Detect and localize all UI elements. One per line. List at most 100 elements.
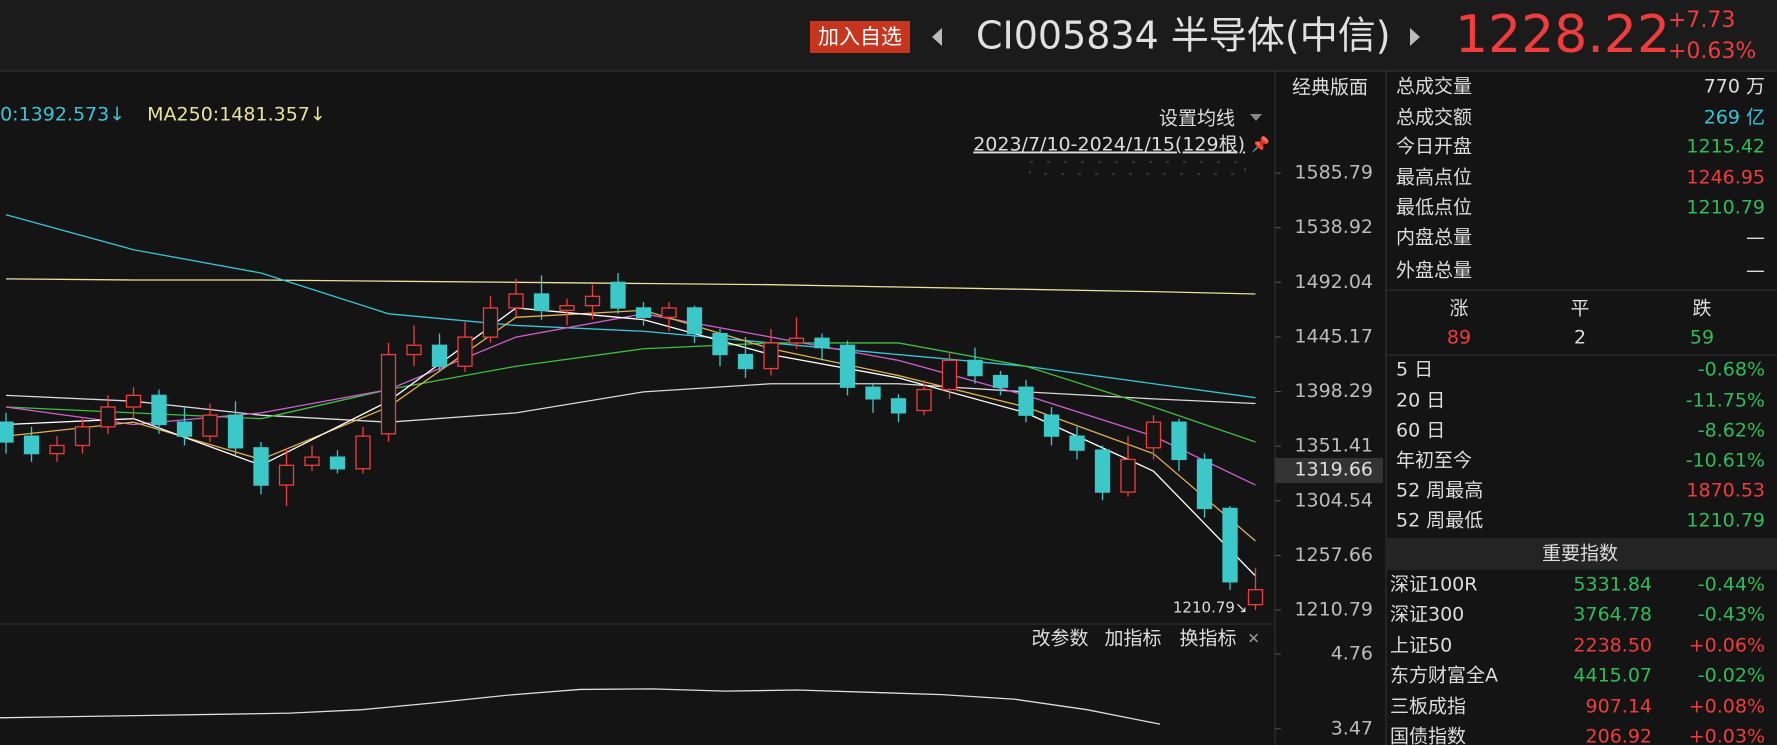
- candle-body: [49, 444, 65, 455]
- candle-body: [737, 353, 754, 370]
- stat-label: 今日开盘: [1396, 136, 1472, 158]
- scroll-marks: [1029, 161, 1246, 175]
- index-name[interactable]: 深证100R: [1390, 574, 1477, 596]
- index-name[interactable]: 三板成指: [1390, 696, 1466, 718]
- candle-body: [839, 344, 856, 388]
- stat-label: 最低点位: [1396, 197, 1472, 219]
- add-button-bg[interactable]: [810, 21, 910, 53]
- candle-body: [1018, 386, 1034, 416]
- candle-body: [967, 359, 983, 377]
- pin-icon[interactable]: 📌: [1251, 135, 1270, 154]
- ma-line: [5, 278, 1256, 295]
- candle-body: [253, 447, 269, 486]
- period-value: 1870.53: [1686, 480, 1765, 502]
- candle-body: [763, 342, 779, 370]
- change-pct: +0.63%: [1668, 39, 1756, 64]
- index-change: -0.43%: [1698, 604, 1765, 626]
- candle-body: [1069, 435, 1085, 451]
- candle-body: [661, 307, 677, 318]
- close-icon[interactable]: ✕: [1247, 630, 1260, 648]
- period-label: 年初至今: [1396, 450, 1472, 472]
- prev-arrow[interactable]: [932, 28, 942, 46]
- period-value: -10.61%: [1686, 450, 1765, 472]
- index-change: -0.02%: [1698, 665, 1765, 687]
- candle-body: [304, 456, 320, 466]
- indicator-button[interactable]: 改参数: [1031, 628, 1088, 650]
- candle-body: [941, 359, 958, 391]
- candle-body: [457, 336, 473, 367]
- index-name[interactable]: 深证300: [1390, 604, 1464, 626]
- period-label: 20 日: [1396, 390, 1445, 412]
- stat-value: 770 万: [1704, 76, 1765, 98]
- ma-legend: 20:1392.573↓: [0, 104, 125, 126]
- index-name[interactable]: 上证50: [1390, 635, 1452, 657]
- index-change: +0.06%: [1689, 635, 1765, 657]
- next-arrow[interactable]: [1410, 28, 1420, 46]
- dropdown-icon[interactable]: [1250, 114, 1262, 121]
- candle-body: [992, 374, 1009, 388]
- index-value: 206.92: [1586, 726, 1652, 745]
- y-tick-label: 1492.04: [1294, 271, 1373, 293]
- ma-line: [5, 313, 1256, 486]
- low-label: 1210.79↘: [1173, 599, 1248, 617]
- candle-body: [865, 386, 881, 400]
- indicator-button[interactable]: 加指标: [1104, 628, 1161, 650]
- stat-label: 最高点位: [1396, 167, 1472, 189]
- candle-body: [584, 295, 601, 307]
- candle-body: [788, 337, 805, 344]
- candle-body: [1094, 449, 1111, 493]
- indicator-button[interactable]: 换指标: [1179, 628, 1236, 650]
- candle-body: [482, 307, 499, 338]
- ma-legend: MA250:1481.357↓: [147, 104, 326, 126]
- candle-body: [380, 353, 397, 435]
- y-tick-label: 1210.79: [1294, 599, 1373, 621]
- add-button[interactable]: 加入自选: [818, 25, 902, 49]
- set-ma-button[interactable]: 设置均线: [1159, 108, 1235, 130]
- ma-line: [5, 307, 1256, 577]
- candle-body: [1196, 458, 1213, 510]
- candle-body: [1145, 421, 1162, 449]
- candle-body: [686, 307, 703, 335]
- stat-value: —: [1746, 260, 1765, 282]
- candle-body: [227, 414, 244, 449]
- current-label: 1319.66: [1294, 459, 1373, 481]
- index-name[interactable]: 东方财富全A: [1390, 665, 1498, 687]
- candle-body: [151, 394, 167, 426]
- period-label: 52 周最低: [1396, 510, 1483, 532]
- stat-label: 内盘总量: [1396, 227, 1472, 249]
- candle-body: [23, 435, 40, 455]
- index-change: +0.08%: [1689, 696, 1765, 718]
- candle-body: [712, 332, 728, 356]
- period-label: 52 周最高: [1396, 480, 1483, 502]
- y-tick-label: 1351.41: [1294, 435, 1373, 457]
- breadth-header: 涨: [1449, 298, 1468, 320]
- candle-body: [1171, 421, 1187, 461]
- stat-label: 总成交量: [1396, 76, 1472, 98]
- candle-body: [406, 344, 422, 356]
- candle-body: [100, 406, 116, 428]
- candle-body: [74, 426, 91, 447]
- candle-body: [329, 456, 346, 470]
- period-label: 60 日: [1396, 420, 1445, 442]
- price: 1228.22: [1455, 5, 1670, 65]
- candle-body: [176, 421, 193, 437]
- candle-body: [1247, 589, 1264, 606]
- index-name[interactable]: 国债指数: [1390, 726, 1466, 745]
- y-tick-label: 1398.29: [1294, 380, 1373, 402]
- breadth-header: 平: [1570, 298, 1589, 320]
- current-label-bg: [1275, 458, 1383, 483]
- index-value: 5331.84: [1573, 574, 1652, 596]
- candle-body: [202, 414, 218, 437]
- index-change: -0.44%: [1698, 574, 1765, 596]
- index-title-bg: [1387, 538, 1777, 570]
- breadth-value: 89: [1447, 327, 1471, 349]
- ma-line: [5, 342, 1256, 443]
- period-value: -8.62%: [1698, 420, 1765, 442]
- candle-body: [355, 435, 371, 470]
- period-value: -0.68%: [1698, 359, 1765, 381]
- candle-body: [1222, 507, 1238, 583]
- layout-button[interactable]: 经典版面: [1292, 77, 1368, 99]
- index-value: 4415.07: [1573, 665, 1652, 687]
- stat-value: 1215.42: [1686, 136, 1765, 158]
